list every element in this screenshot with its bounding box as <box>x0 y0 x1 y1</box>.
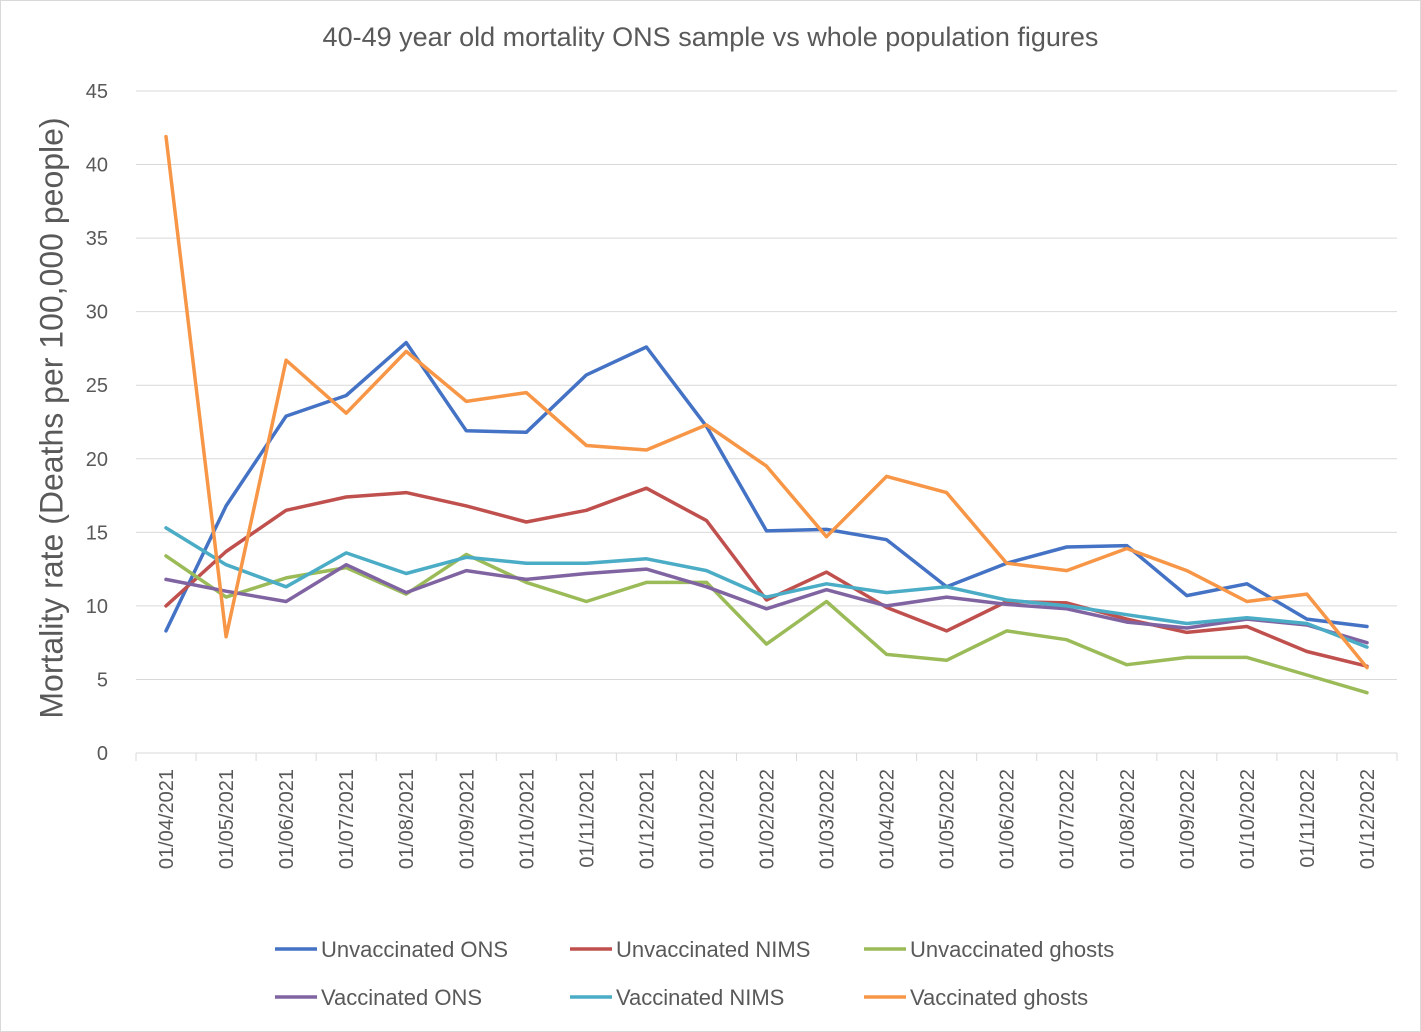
legend-label: Vaccinated ONS <box>321 985 482 1010</box>
y-tick-label: 40 <box>86 155 108 177</box>
x-axis-ticks: 01/04/2021 01/05/2021 01/06/2021 01/07/2021… <box>156 769 1379 869</box>
y-tick-label: 5 <box>97 669 108 691</box>
x-tick-label: 01/07/2021 <box>336 769 358 869</box>
x-tick-label: 01/09/2022 <box>1177 769 1199 869</box>
series-line-vaccinated-nims <box>164 526 1369 649</box>
legend: Unvaccinated ONS Unvaccinated NIMS Unvacci… <box>275 937 1114 1010</box>
series-line-vaccinated-ghosts <box>164 134 1369 670</box>
x-tick-label: 01/04/2021 <box>156 769 178 869</box>
y-tick-label: 35 <box>86 228 108 250</box>
y-tick-label: 45 <box>86 81 108 103</box>
x-tick-label: 01/08/2022 <box>1117 769 1139 869</box>
x-tick-label: 01/06/2021 <box>276 769 298 869</box>
x-tick-label: 01/12/2021 <box>636 769 658 869</box>
legend-label: Unvaccinated ghosts <box>910 937 1114 962</box>
x-tick-label: 01/11/2021 <box>576 769 598 868</box>
y-tick-label: 0 <box>97 743 108 765</box>
x-tick-label: 01/01/2022 <box>696 769 718 869</box>
y-tick-label: 30 <box>86 302 108 324</box>
legend-label: Vaccinated NIMS <box>616 985 784 1010</box>
x-tick-label: 01/11/2022 <box>1297 769 1319 868</box>
legend-label: Vaccinated ghosts <box>910 985 1088 1010</box>
y-tick-label: 15 <box>86 522 108 544</box>
x-tick-label: 01/09/2021 <box>456 769 478 869</box>
series-line-unvaccinated-nims <box>164 486 1369 668</box>
x-axis <box>135 752 1398 761</box>
x-tick-label: 01/10/2021 <box>516 769 538 869</box>
x-tick-label: 01/05/2021 <box>216 769 238 869</box>
y-tick-label: 20 <box>86 449 108 471</box>
x-tick-label: 01/12/2022 <box>1357 769 1379 869</box>
x-tick-label: 01/06/2022 <box>997 769 1019 869</box>
x-tick-label: 01/07/2022 <box>1057 769 1079 869</box>
legend-label: Unvaccinated ONS <box>321 937 508 962</box>
legend-label: Unvaccinated NIMS <box>616 937 810 962</box>
y-tick-label: 10 <box>86 596 108 618</box>
chart-title: 40-49 year old mortality ONS sample vs w… <box>322 22 1099 52</box>
x-tick-label: 01/08/2021 <box>396 769 418 869</box>
series-line-unvaccinated-ons <box>164 340 1369 633</box>
x-tick-label: 01/10/2022 <box>1237 769 1259 869</box>
x-tick-label: 01/04/2022 <box>877 769 899 869</box>
series-lines <box>164 134 1369 695</box>
y-tick-label: 25 <box>86 375 108 397</box>
x-tick-label: 01/03/2022 <box>817 769 839 869</box>
y-axis-ticks: 0 5 10 15 20 25 30 35 40 45 <box>86 81 108 765</box>
x-tick-label: 01/02/2022 <box>757 769 779 869</box>
series-line-unvaccinated-ghosts <box>164 552 1369 695</box>
x-tick-label: 01/05/2022 <box>937 769 959 869</box>
series-line-vaccinated-ons <box>164 562 1369 645</box>
